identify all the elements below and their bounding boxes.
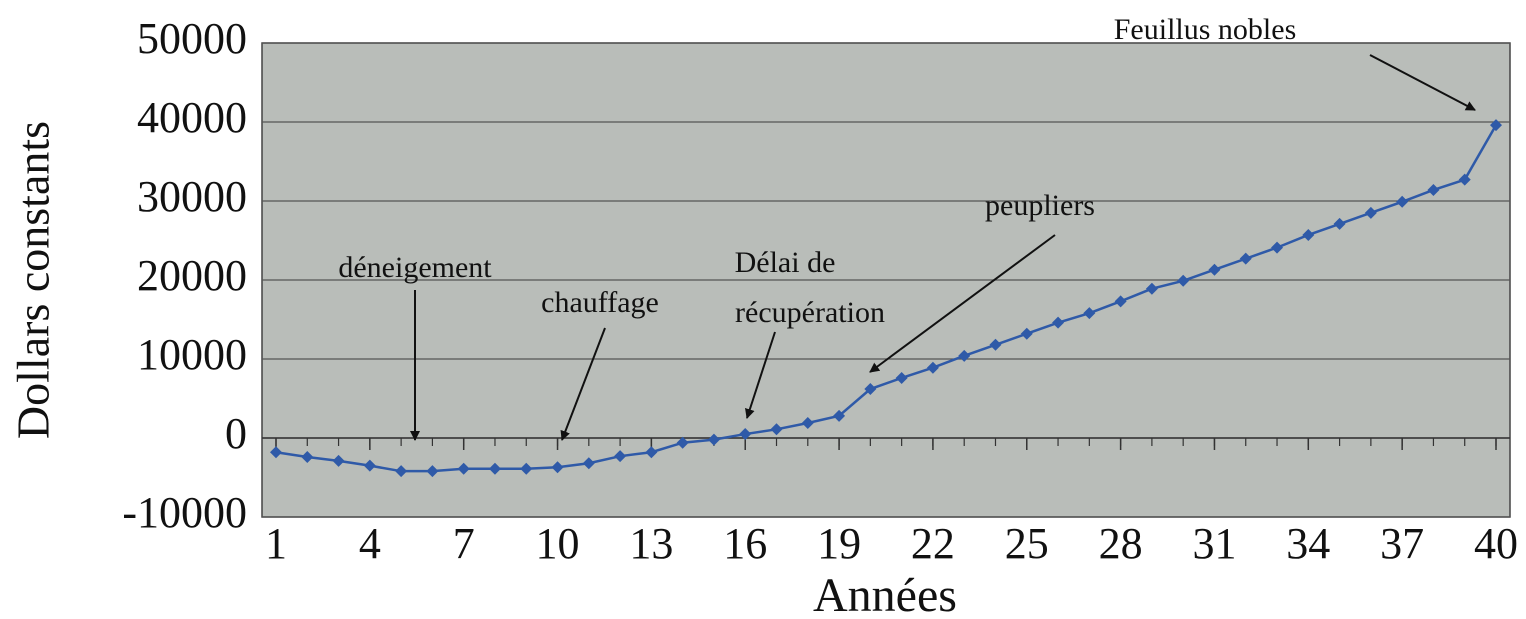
data-point bbox=[1458, 173, 1471, 186]
data-point bbox=[926, 361, 939, 374]
data-point bbox=[1177, 274, 1190, 287]
data-point bbox=[520, 462, 533, 475]
data-point bbox=[1396, 195, 1409, 208]
data-point bbox=[1052, 316, 1065, 329]
x-tick-label: 22 bbox=[911, 519, 955, 568]
arrow bbox=[1369, 54, 1476, 111]
data-point bbox=[864, 383, 877, 396]
data-point bbox=[582, 457, 595, 470]
x-tick-label: 28 bbox=[1099, 519, 1143, 568]
data-point bbox=[332, 454, 345, 467]
data-point bbox=[739, 428, 752, 441]
data-point bbox=[1208, 263, 1221, 276]
data-point bbox=[1145, 282, 1158, 295]
y-tick-label: 30000 bbox=[137, 172, 247, 221]
data-point bbox=[270, 446, 282, 459]
data-point bbox=[989, 338, 1002, 351]
y-tick-label: -10000 bbox=[122, 488, 247, 537]
x-tick-label: 40 bbox=[1474, 519, 1518, 568]
annotations: déneigement chauffage Délai de récupérat… bbox=[338, 13, 1476, 441]
x-tick-label: 34 bbox=[1286, 519, 1330, 568]
data-point bbox=[645, 446, 658, 459]
x-axis-title: Années bbox=[813, 569, 957, 619]
y-tick-label: 10000 bbox=[137, 330, 247, 379]
arrow bbox=[869, 234, 1056, 373]
annotation: Délai de bbox=[735, 246, 836, 279]
data-point bbox=[1271, 241, 1284, 254]
data-point bbox=[614, 450, 627, 463]
x-tick-label: 10 bbox=[536, 519, 580, 568]
data-point bbox=[676, 436, 689, 449]
x-tick-label: 25 bbox=[1005, 519, 1049, 568]
y-tick-label: 20000 bbox=[137, 251, 247, 300]
y-tick-label: 0 bbox=[225, 409, 247, 458]
annotation: déneigement bbox=[338, 251, 492, 284]
x-tick-label: 1 bbox=[265, 519, 287, 568]
data-point bbox=[426, 465, 439, 478]
data-point bbox=[395, 465, 408, 478]
data-point bbox=[1427, 183, 1440, 196]
data-point bbox=[1239, 252, 1252, 265]
x-tick-label: 4 bbox=[359, 519, 381, 568]
arrow bbox=[745, 331, 776, 419]
data-point bbox=[1333, 217, 1346, 230]
data-point bbox=[895, 371, 908, 384]
annotation: peupliers bbox=[985, 189, 1095, 222]
x-tick-label: 16 bbox=[723, 519, 767, 568]
data-point bbox=[1490, 119, 1502, 132]
y-axis-title: Dollars constants bbox=[8, 121, 59, 439]
data-point bbox=[801, 416, 814, 429]
annotation: récupération bbox=[735, 296, 885, 329]
y-tick-label: 50000 bbox=[137, 14, 247, 63]
x-tick-label: 13 bbox=[629, 519, 673, 568]
arrow bbox=[560, 327, 606, 441]
x-tick-label: 31 bbox=[1192, 519, 1236, 568]
series-line bbox=[275, 124, 1498, 473]
data-point bbox=[833, 409, 846, 422]
annotation: Feuillus nobles bbox=[1114, 13, 1297, 46]
x-tick-label: 19 bbox=[817, 519, 861, 568]
data-point bbox=[1364, 206, 1377, 219]
data-point bbox=[1114, 295, 1127, 308]
data-point bbox=[457, 462, 470, 475]
data-point bbox=[301, 450, 314, 463]
x-tick-label: 7 bbox=[453, 519, 475, 568]
data-point bbox=[1302, 228, 1315, 241]
data-point bbox=[363, 459, 376, 472]
x-tick-label: 37 bbox=[1380, 519, 1424, 568]
data-point bbox=[551, 461, 564, 474]
data-point bbox=[770, 423, 783, 436]
annotation: chauffage bbox=[541, 286, 659, 319]
data-point bbox=[707, 433, 720, 446]
data-point bbox=[488, 462, 501, 475]
data-point bbox=[1020, 327, 1033, 340]
data-point bbox=[1083, 307, 1096, 320]
y-tick-label: 40000 bbox=[137, 93, 247, 142]
data-point bbox=[958, 349, 971, 362]
